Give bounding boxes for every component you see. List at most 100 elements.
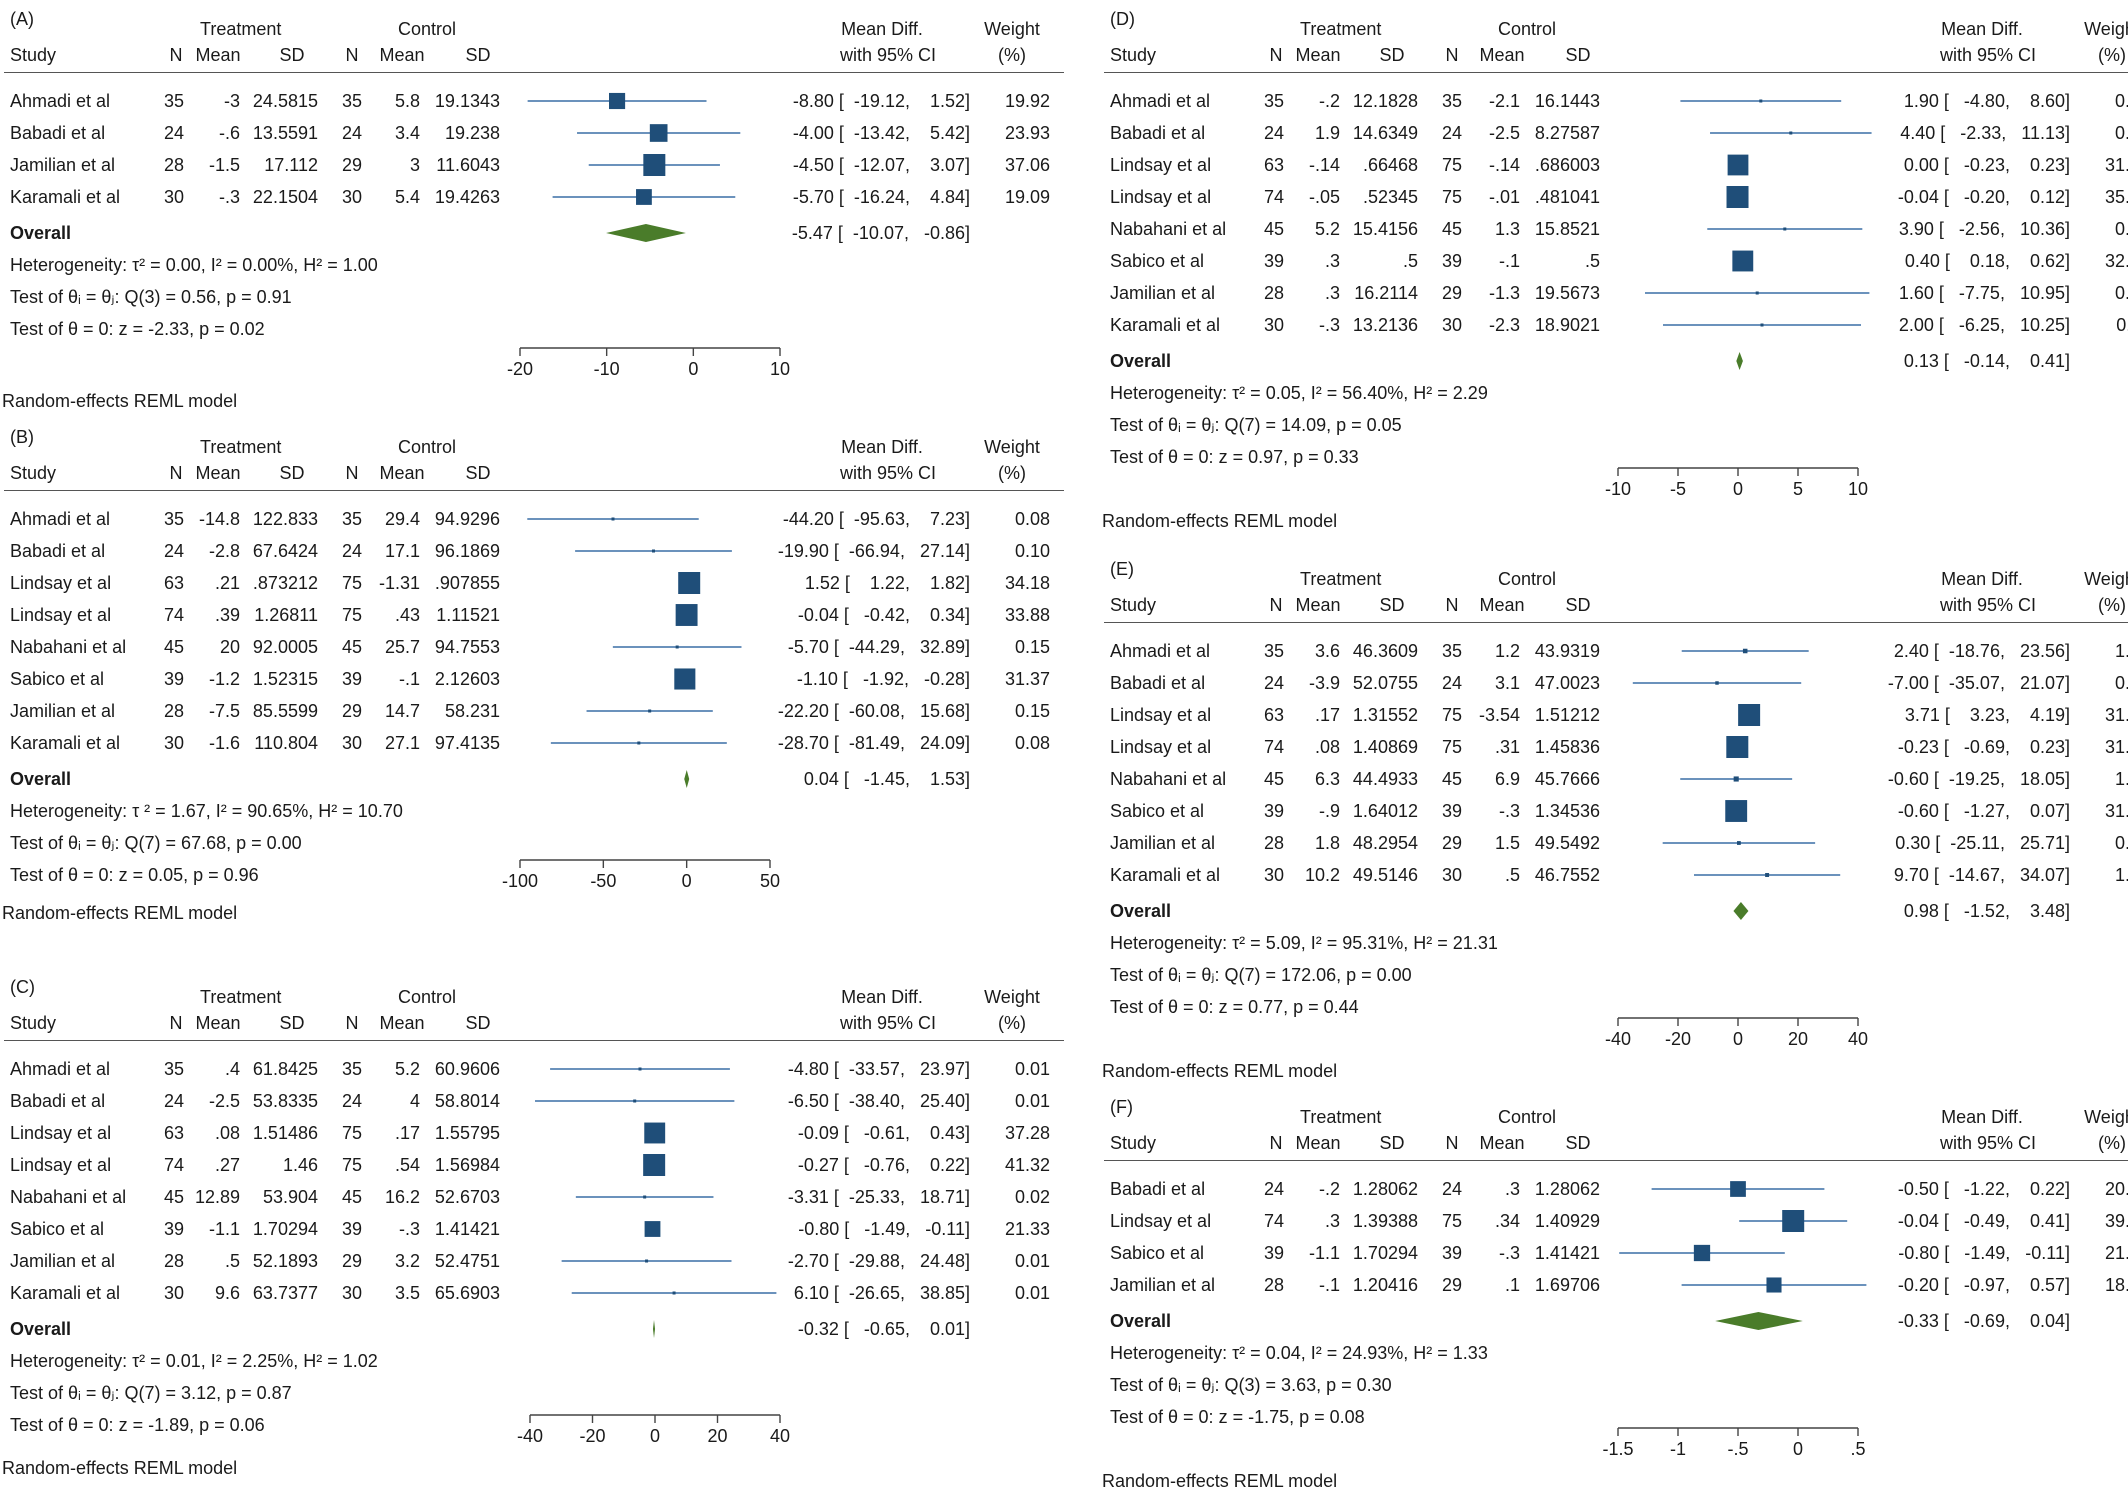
overall-ci: 0.98 [ -1.52, 3.48]: [1903, 901, 2070, 921]
study-name: Babadi et al: [1110, 673, 1206, 693]
panel-label: (E): [1110, 559, 1134, 579]
header-rule: [1104, 622, 2128, 623]
header-study: Study: [10, 1013, 57, 1033]
control-mean: .34: [1494, 1211, 1520, 1231]
study-name: Sabico et al: [1110, 801, 1205, 821]
header-mean: Mean: [1295, 1133, 1341, 1153]
stats-line: Test of θᵢ = θⱼ: Q(7) = 172.06, p = 0.00: [1110, 965, 1412, 985]
overall-label: Overall: [10, 223, 72, 243]
control-sd: 1.41421: [434, 1219, 500, 1239]
header-study: Study: [1110, 595, 1157, 615]
header-n: N: [345, 463, 359, 483]
control-mean: -.1: [1498, 251, 1520, 271]
mean-diff-ci: -0.20 [ -0.97, 0.57]: [1897, 1275, 2070, 1295]
header-weight: Weight: [984, 987, 1040, 1007]
header-study: Study: [10, 463, 57, 483]
header-ci: with 95% CI: [839, 1013, 937, 1033]
mean-diff-ci: -0.04 [ -0.49, 0.41]: [1897, 1211, 2070, 1231]
study-name: Lindsay et al: [10, 1155, 112, 1175]
control-sd: 19.238: [444, 123, 500, 143]
weight-value: 31.52: [2104, 705, 2128, 725]
stats-line: Test of θ = 0: z = 0.05, p = 0.96: [10, 865, 259, 885]
control-sd: 8.27587: [1534, 123, 1600, 143]
control-n: 35: [341, 91, 362, 111]
control-sd: 1.69706: [1534, 1275, 1600, 1295]
weight-value: 21.33: [1004, 1219, 1050, 1239]
control-n: 75: [341, 1123, 362, 1143]
x-tick-label: -10: [1604, 479, 1631, 499]
mean-diff-ci: -0.80 [ -1.49, -0.11]: [798, 1219, 970, 1239]
weight-value: 0.08: [1014, 509, 1050, 529]
control-n: 45: [341, 1187, 362, 1207]
study-name: Babadi et al: [1110, 1179, 1206, 1199]
x-tick-label: -50: [590, 871, 617, 891]
control-mean: -2.1: [1488, 91, 1520, 111]
control-mean: 3.4: [394, 123, 420, 143]
control-mean: 1.3: [1494, 219, 1520, 239]
header-control: Control: [1498, 1107, 1557, 1127]
treatment-mean: .3: [1324, 1211, 1340, 1231]
stats-line: Test of θ = 0: z = -1.75, p = 0.08: [1110, 1407, 1365, 1427]
treatment-sd: 15.4156: [1352, 219, 1418, 239]
treatment-sd: 110.804: [254, 733, 318, 753]
control-mean: -.3: [398, 1219, 420, 1239]
header-weight-pct: (%): [2098, 45, 2126, 65]
weight-value: 33.88: [1004, 605, 1050, 625]
control-mean: 27.1: [384, 733, 420, 753]
control-mean: 17.1: [384, 541, 420, 561]
mean-diff-ci: -8.80 [ -19.12, 1.52]: [792, 91, 970, 111]
treatment-n: 28: [1263, 833, 1284, 853]
x-tick-label: -20: [506, 359, 533, 379]
panel-label: (A): [10, 9, 34, 29]
treatment-n: 24: [163, 1091, 184, 1111]
weight-value: 0.01: [1014, 1059, 1050, 1079]
control-sd: 52.6703: [434, 1187, 500, 1207]
weight-value: 31.54: [2104, 737, 2128, 757]
header-sd: SD: [1379, 1133, 1405, 1153]
control-sd: .481041: [1534, 187, 1600, 207]
header-sd: SD: [465, 1013, 491, 1033]
header-rule: [4, 490, 1064, 491]
header-n: N: [1269, 1133, 1283, 1153]
control-n: 35: [341, 1059, 362, 1079]
control-mean: 14.7: [384, 701, 420, 721]
treatment-mean: -.2: [1318, 1179, 1340, 1199]
header-ci: with 95% CI: [1939, 595, 2037, 615]
study-name: Ahmadi et al: [1110, 91, 1211, 111]
mean-diff-ci: -28.70 [ -81.49, 24.09]: [777, 733, 970, 753]
mean-diff-ci: -5.70 [ -44.29, 32.89]: [787, 637, 970, 657]
mean-diff-ci: 4.40 [ -2.33, 11.13]: [1900, 123, 2070, 143]
mean-diff-ci: 1.52 [ 1.22, 1.82]: [804, 573, 970, 593]
treatment-sd: 1.46: [282, 1155, 318, 1175]
treatment-n: 30: [1263, 315, 1284, 335]
control-n: 45: [1441, 219, 1462, 239]
treatment-n: 28: [163, 701, 184, 721]
treatment-sd: 1.51486: [252, 1123, 318, 1143]
header-control: Control: [398, 437, 457, 457]
weight-value: 0.01: [1014, 1091, 1050, 1111]
header-mean: Mean: [1295, 45, 1341, 65]
header-ci: with 95% CI: [1939, 1133, 2037, 1153]
weight-value: 31.73: [2104, 155, 2128, 175]
control-mean: 3.1: [1494, 673, 1520, 693]
control-sd: 45.7666: [1534, 769, 1600, 789]
treatment-mean: 6.3: [1314, 769, 1340, 789]
study-name: Sabico et al: [10, 1219, 105, 1239]
model-caption: Random-effects REML model: [2, 1458, 238, 1478]
header-n: N: [1445, 595, 1459, 615]
treatment-n: 28: [1263, 283, 1284, 303]
control-n: 35: [341, 509, 362, 529]
treatment-mean: .5: [224, 1251, 240, 1271]
control-mean: 1.2: [1494, 641, 1520, 661]
treatment-n: 35: [1263, 641, 1284, 661]
control-n: 75: [1441, 155, 1462, 175]
control-mean: -2.3: [1488, 315, 1520, 335]
x-tick-label: -.5: [1727, 1439, 1749, 1459]
model-caption: Random-effects REML model: [1102, 1061, 1338, 1081]
treatment-mean: -.2: [1318, 91, 1340, 111]
control-n: 29: [1441, 283, 1462, 303]
treatment-n: 30: [163, 1283, 184, 1303]
control-n: 29: [341, 1251, 362, 1271]
treatment-n: 63: [1263, 705, 1284, 725]
